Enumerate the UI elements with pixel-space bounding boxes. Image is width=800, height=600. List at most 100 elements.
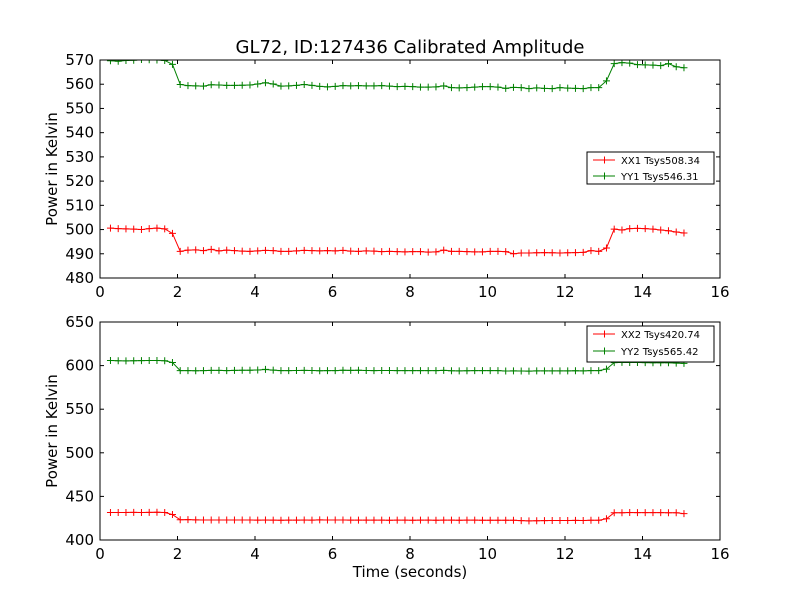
legend-entry: XX1 Tsys508.34 [621,156,700,167]
data-point-marker [269,516,277,524]
data-point-marker [610,60,618,68]
data-point-marker [571,367,579,375]
data-point-marker [354,82,362,90]
data-point-marker [130,508,138,516]
data-point-marker [393,516,401,524]
data-point-marker [571,516,579,524]
data-point-marker [292,366,300,374]
data-point-marker [323,83,331,91]
data-point-marker [393,367,401,375]
data-point-marker [494,247,502,255]
x-tick-label: 12 [555,283,574,301]
data-point-marker [680,64,688,72]
data-point-marker [517,517,525,525]
data-point-marker [199,247,207,255]
data-point-marker [618,226,626,234]
data-point-marker [409,248,417,256]
data-point-marker [269,80,277,88]
data-point-marker [292,247,300,255]
data-point-marker [432,367,440,375]
data-point-marker [664,509,672,517]
data-point-marker [192,516,200,524]
data-point-marker [277,367,285,375]
data-point-marker [556,367,564,375]
data-point-marker [277,247,285,255]
data-point-marker [672,228,680,236]
data-point-marker [533,517,541,525]
data-point-marker [618,509,626,517]
data-point-marker [114,225,122,233]
data-point-marker [548,249,556,257]
x-tick-label: 8 [405,283,415,301]
data-point-marker [292,516,300,524]
data-point-marker [308,366,316,374]
data-point-marker [254,247,262,255]
data-point-marker [168,511,176,519]
data-point-marker [626,225,634,233]
data-point-marker [354,366,362,374]
y-tick-label: 570 [65,51,94,69]
data-point-marker [385,516,393,524]
data-point-marker [463,248,471,256]
x-axis-label: Time (seconds) [352,563,468,581]
data-point-marker [641,509,649,517]
data-point-marker [362,516,370,524]
data-point-marker [416,516,424,524]
data-point-marker [378,248,386,256]
data-point-marker [114,357,122,365]
data-point-marker [587,84,595,92]
series-2-1 [106,508,688,525]
data-point-marker [564,249,572,257]
data-point-marker [192,82,200,90]
data-point-marker [494,367,502,375]
y-tick-label: 650 [65,313,94,331]
legend-entry: YY2 Tsys565.42 [620,347,699,358]
y-axis-label: Power in Kelvin [43,374,61,488]
data-point-marker [323,516,331,524]
data-point-marker [254,516,262,524]
y-tick-label: 490 [65,245,94,263]
data-point-marker [649,61,657,69]
data-point-marker [525,249,533,257]
x-tick-label: 16 [710,545,729,563]
data-point-marker [207,516,215,524]
data-point-marker [176,367,184,375]
data-point-marker [308,81,316,89]
data-point-marker [331,516,339,524]
data-point-marker [486,516,494,524]
data-point-marker [339,246,347,254]
data-point-marker [106,224,114,232]
data-point-marker [478,248,486,256]
data-point-marker [657,509,665,517]
data-point-marker [292,81,300,89]
data-point-marker [199,82,207,90]
x-tick-label: 16 [710,283,729,301]
data-point-marker [347,516,355,524]
legend-marker [601,172,608,180]
data-point-marker [261,365,269,373]
data-point-marker [339,82,347,90]
x-tick-label: 0 [95,545,105,563]
x-tick-label: 12 [555,545,574,563]
data-point-marker [440,366,448,374]
data-point-marker [424,367,432,375]
y-tick-label: 450 [65,487,94,505]
data-point-marker [455,367,463,375]
data-point-marker [137,509,145,517]
data-point-marker [223,516,231,524]
data-point-marker [401,248,409,256]
x-tick-label: 2 [173,283,183,301]
x-tick-label: 10 [478,283,497,301]
legend: XX2 Tsys420.74 YY2 Tsys565.42 [586,325,715,363]
data-point-marker [106,60,114,65]
data-point-marker [432,83,440,91]
data-point-marker [657,62,665,70]
data-point-marker [137,226,145,234]
data-point-marker [455,516,463,524]
data-point-marker [153,60,161,64]
data-point-marker [664,227,672,235]
data-point-marker [246,247,254,255]
data-point-marker [471,367,479,375]
data-point-marker [370,516,378,524]
